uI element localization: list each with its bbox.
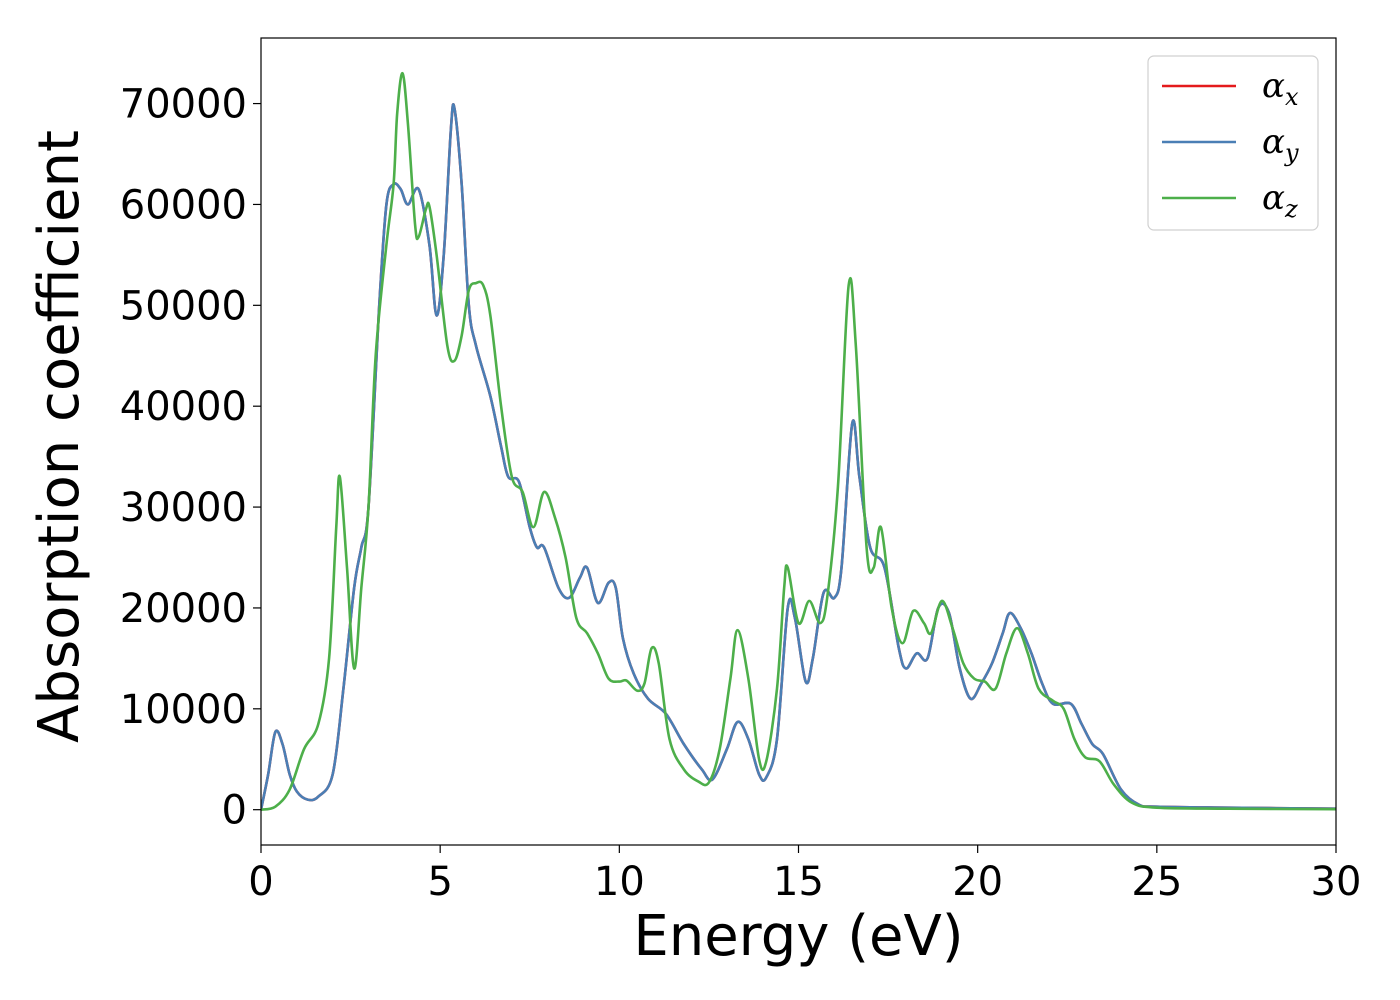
y-tick-label: 30000 (120, 485, 247, 531)
legend-label-x: αx (1262, 66, 1299, 111)
x-tick-label: 15 (773, 859, 824, 905)
legend-subscript: z (1284, 195, 1298, 223)
y-tick-label: 40000 (120, 384, 247, 430)
legend-subscript: y (1284, 139, 1299, 167)
y-tick-label: 70000 (120, 82, 247, 128)
y-axis: 0 10000 20000 30000 40000 50000 60000 70000 (120, 82, 261, 834)
legend-subscript: x (1285, 83, 1299, 111)
series-lines (261, 72, 1336, 811)
legend-symbol: α (1262, 178, 1285, 218)
x-tick-label: 20 (952, 859, 1003, 905)
series-line-z (261, 72, 1336, 811)
x-tick-label: 25 (1131, 859, 1182, 905)
x-axis-title: Energy (eV) (633, 904, 963, 969)
legend-symbol: α (1262, 122, 1285, 162)
y-axis-title: Absorption coefficient (27, 130, 92, 743)
legend-label-y: αy (1262, 122, 1299, 167)
x-tick-label: 0 (248, 859, 273, 905)
legend-label-z: αz (1262, 178, 1298, 223)
x-tick-label: 10 (594, 859, 645, 905)
y-tick-label: 10000 (120, 687, 247, 733)
x-tick-label: 30 (1311, 859, 1362, 905)
x-axis: 0 5 10 15 20 25 30 (248, 845, 1361, 905)
y-tick-label: 60000 (120, 182, 247, 228)
series-line-y (261, 103, 1336, 810)
legend-symbol: α (1262, 66, 1285, 106)
x-tick-label: 5 (427, 859, 452, 905)
y-tick-label: 50000 (120, 283, 247, 329)
y-tick-label: 20000 (120, 586, 247, 632)
y-tick-label: 0 (222, 788, 247, 834)
